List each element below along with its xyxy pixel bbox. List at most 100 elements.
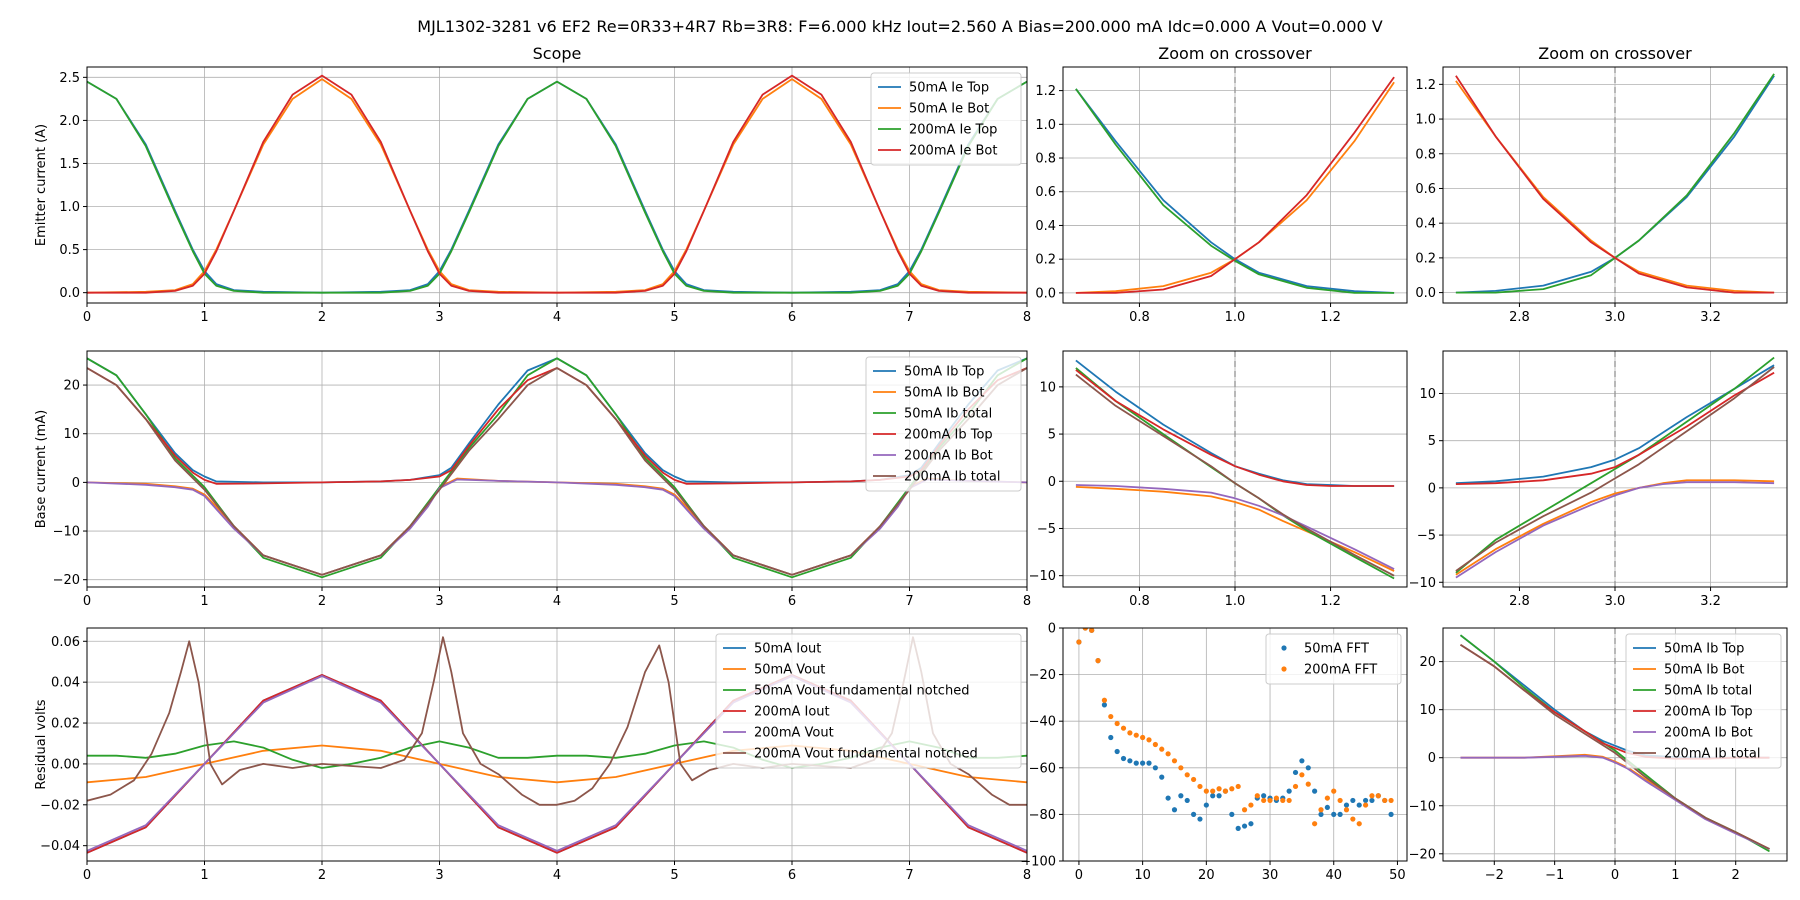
y-tick-label: −20 <box>1409 847 1436 862</box>
y-tick-label: 0.8 <box>1415 147 1436 162</box>
chart-fft: 0 10 20 30 40 50 −100 −80 −60 −40 −20 0 50mA FFT 200m… <box>1020 622 1408 883</box>
legend-label: 200mA Ie Top <box>909 123 997 138</box>
series-50ma-fft-point <box>1337 811 1343 818</box>
series-200ma-fft-point <box>1146 737 1152 743</box>
series-50ma-fft-point <box>1388 811 1394 818</box>
series-200ma-ib-total-line <box>1460 644 1770 850</box>
series-50ma-fft-point <box>1261 793 1267 799</box>
series-50ma-fft-point <box>1362 797 1369 804</box>
x-tick-label: 1.2 <box>1320 310 1341 325</box>
series-200ma-fft-point <box>1184 772 1190 778</box>
x-tick-label: 50 <box>1389 868 1406 883</box>
y-tick-label: 5 <box>1428 434 1436 449</box>
series-200ma-fft-point <box>1305 781 1311 787</box>
y-tick-label: −10 <box>1409 799 1436 814</box>
legend-box <box>865 356 1022 492</box>
series-200ma-fft-point <box>1254 793 1260 799</box>
series-200ma-fft-point <box>1190 776 1197 783</box>
y-tick-label: 0.0 <box>1415 286 1436 301</box>
series-50ma-fft-point <box>1292 769 1299 776</box>
y-tick-label: 0.8 <box>1035 152 1056 167</box>
series-50ma-fft-point <box>1178 793 1184 799</box>
legend-label: 200mA Iout <box>754 705 830 720</box>
series-200ma-fft-point <box>1152 741 1158 748</box>
series-50ma-fft-point <box>1299 758 1305 764</box>
y-tick-label: 1.0 <box>1035 118 1056 133</box>
legend-label: 200mA Ib Bot <box>904 449 993 464</box>
series-200ma-fft-point <box>1082 628 1088 631</box>
x-tick-label: 1 <box>200 868 208 883</box>
y-tick-label: 0 <box>1428 751 1436 766</box>
chart-title: Zoom on crossover <box>1158 44 1312 63</box>
x-tick-label: 0 <box>83 868 91 883</box>
x-tick-label: 7 <box>905 310 913 325</box>
series-200ma-fft-point <box>1273 795 1280 801</box>
series-200ma-fft-point <box>1382 797 1388 804</box>
legend-label: 50mA Iout <box>754 642 821 657</box>
series-200ma-fft-point <box>1248 802 1254 808</box>
y-tick-label: 5 <box>1048 428 1056 443</box>
legend-box <box>1265 633 1402 685</box>
x-tick-label: 2 <box>1732 868 1740 883</box>
series-200ma-fft-point <box>1095 658 1101 664</box>
y-tick-label: −80 <box>1029 808 1056 823</box>
y-tick-label: 1.0 <box>1415 113 1436 128</box>
chart-emitter_zoom1: 0.8 1.0 1.2 0.0 0.2 0.4 0.6 0.8 1.0 1.2 Zoom on cr… <box>1035 44 1408 325</box>
x-tick-label: 4 <box>553 310 561 325</box>
y-tick-label: 0.4 <box>1035 219 1056 234</box>
x-tick-label: 7 <box>905 868 913 883</box>
y-tick-label: 0.04 <box>51 676 80 691</box>
series-50ma-fft-point <box>1369 797 1375 804</box>
series-s3-line <box>1455 371 1775 485</box>
series-200ma-ib-bot-line <box>1460 754 1770 850</box>
series-50ma-fft-point <box>1241 823 1248 829</box>
y-tick-label: −0.02 <box>40 798 80 813</box>
series-200ma-ie-top-line <box>87 80 1027 294</box>
series-200ma-fft-point <box>1120 725 1127 731</box>
y-tick-label: 1.0 <box>59 200 80 215</box>
y-tick-label: 0.6 <box>1415 182 1436 197</box>
legend-label: 50mA Ie Bot <box>909 102 989 117</box>
legend-marker <box>1281 666 1287 672</box>
series-200ma-fft-point <box>1171 758 1178 764</box>
y-tick-label: 0.02 <box>51 717 80 732</box>
series-s1-line <box>1455 479 1775 576</box>
x-tick-label: 8 <box>1023 868 1031 883</box>
x-tick-label: 10 <box>1134 868 1151 883</box>
series-200ma-fft-point <box>1165 751 1171 757</box>
legend-label: 200mA Ie Bot <box>909 144 997 159</box>
legend-label: 200mA Ib Top <box>1664 705 1753 720</box>
y-tick-label: −20 <box>1029 668 1056 683</box>
x-tick-label: 6 <box>788 310 796 325</box>
series-50ma-fft-point <box>1108 734 1114 741</box>
y-axis-label: Residual volts <box>34 699 49 789</box>
legend-box <box>870 72 1022 166</box>
series-50ma-fft-point <box>1146 760 1152 766</box>
series-200ma-ib-bot-line <box>87 478 1027 576</box>
y-tick-label: 0.0 <box>59 286 80 301</box>
x-tick-label: 2.8 <box>1509 310 1530 325</box>
x-tick-label: 4 <box>553 868 561 883</box>
series-50ma-fft-point <box>1350 797 1356 804</box>
series-200ma-fft-point <box>1267 797 1273 804</box>
legend-label: 50mA Vout fundamental notched <box>754 684 969 699</box>
chart-base_zoom1: 0.8 1.0 1.2 −10 −5 0 5 10 <box>1029 350 1408 609</box>
legend-label: 50mA Vout <box>754 663 825 678</box>
y-tick-label: 20 <box>63 379 80 394</box>
x-tick-label: 0 <box>83 594 91 609</box>
legend-label: 200mA Ib total <box>904 470 1000 485</box>
series-50ma-fft-point <box>1286 788 1292 794</box>
y-tick-label: 0.2 <box>1035 253 1056 268</box>
series-200ma-fft-point <box>1229 786 1235 792</box>
series-200ma-fft-point <box>1375 793 1381 799</box>
series-s5-line <box>1075 373 1395 577</box>
y-tick-label: −5 <box>1417 529 1436 544</box>
x-tick-label: 1.0 <box>1225 310 1246 325</box>
series-200ma-fft-point <box>1299 772 1305 778</box>
series-50ma-fft-point <box>1248 821 1254 827</box>
series-200ma-fft-point <box>1350 816 1356 822</box>
series-200ma-fft-point <box>1280 797 1286 804</box>
series-50ma-fft-point <box>1114 748 1120 755</box>
legend-label: 200mA FFT <box>1304 663 1377 678</box>
